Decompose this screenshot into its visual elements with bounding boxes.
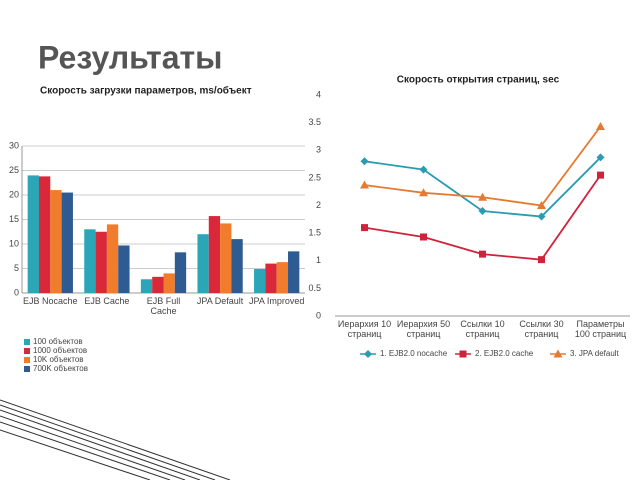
point — [360, 180, 369, 189]
point — [596, 153, 605, 162]
x-tick-label-box: JPA Default — [196, 296, 244, 306]
point — [419, 165, 428, 174]
point — [420, 233, 427, 241]
bar — [208, 216, 221, 293]
point — [537, 212, 546, 221]
bar — [276, 262, 289, 293]
point — [538, 256, 545, 264]
point — [419, 188, 428, 197]
x-tick-label-box: EJB Full Cache — [146, 296, 181, 316]
y-tick-label: 2 — [316, 200, 321, 210]
x-tick-label-box: Иерархия 10 страниц — [337, 319, 392, 339]
legend-label: 10K объектов — [33, 355, 84, 364]
point — [364, 350, 372, 358]
bar — [288, 251, 300, 293]
x-tick-label: Иерархия 10 страниц — [337, 319, 392, 339]
y-tick-label: 2.5 — [308, 172, 321, 182]
point — [459, 350, 467, 358]
bar — [152, 276, 164, 293]
x-tick-label-box: Иерархия 50 страниц — [396, 319, 451, 339]
chart-title: Скорость открытия страниц, sec — [397, 75, 560, 86]
point — [478, 192, 487, 201]
x-tick-label-box: JPA Improved — [249, 296, 305, 306]
y-tick-label: 10 — [9, 238, 19, 248]
x-tick-label: EJB Full Cache — [146, 296, 181, 316]
x-tick-label-box: EJB Cache — [84, 296, 130, 306]
bar — [38, 176, 51, 293]
bar — [220, 223, 232, 293]
bar — [174, 252, 187, 293]
y-tick-label: 25 — [9, 165, 19, 175]
legend-label: 1. EJB2.0 nocache — [380, 349, 448, 358]
bar — [106, 224, 119, 293]
y-tick-label: 0 — [316, 310, 321, 320]
x-tick-label-box: Ссылки 30 страниц — [519, 319, 564, 339]
x-tick-label: Параметры 100 страниц — [574, 319, 627, 339]
y-tick-label: 5 — [14, 263, 19, 273]
y-tick-label: 4 — [316, 89, 321, 99]
bar — [27, 175, 39, 293]
slide-title: Результаты — [38, 39, 222, 75]
x-tick-label: JPA Default — [196, 296, 244, 306]
bar — [140, 279, 153, 293]
legend-swatch — [24, 357, 30, 363]
bar — [84, 229, 96, 293]
legend-label: 2. EJB2.0 cache — [475, 349, 534, 358]
point — [360, 157, 369, 166]
legend-label: 100 объектов — [33, 337, 83, 346]
y-tick-label: 20 — [9, 189, 19, 199]
x-tick-label: Ссылки 10 страниц — [460, 319, 505, 339]
x-tick-label-box: Ссылки 10 страниц — [460, 319, 505, 339]
bar — [265, 263, 277, 293]
bar — [231, 239, 243, 293]
bar — [197, 234, 209, 293]
x-tick-label: Ссылки 30 страниц — [519, 319, 564, 339]
chart-title: Скорость загрузки параметров, ms/объект — [40, 85, 252, 97]
x-tick-label: EJB Nocache — [23, 296, 78, 306]
y-tick-label: 3.5 — [308, 117, 321, 127]
x-tick-label-box: Параметры 100 страниц — [574, 319, 627, 339]
x-tick-label-box: EJB Nocache — [23, 296, 78, 306]
point — [596, 121, 605, 130]
y-tick-label: 1 — [316, 255, 321, 265]
decor-stripes — [0, 399, 231, 480]
y-tick-label: 0.5 — [308, 283, 321, 293]
point — [597, 171, 604, 179]
line — [364, 174, 602, 261]
y-tick-label: 1.5 — [308, 228, 321, 238]
x-tick-label: Иерархия 50 страниц — [396, 319, 451, 339]
point — [537, 201, 546, 209]
bar — [95, 231, 107, 293]
bar — [163, 273, 175, 293]
point — [553, 349, 563, 358]
x-tick-label: JPA Improved — [249, 296, 305, 306]
legend-label: 3. JPA default — [570, 349, 620, 358]
bar — [61, 192, 73, 293]
bar — [118, 245, 130, 293]
x-tick-label: EJB Cache — [84, 296, 130, 306]
legend-swatch — [24, 366, 30, 372]
y-tick-label: 15 — [9, 214, 19, 224]
bar — [254, 268, 266, 293]
point — [479, 250, 486, 258]
legend-swatch — [24, 348, 30, 354]
point — [361, 224, 368, 232]
legend-label: 1000 объектов — [33, 346, 87, 355]
legend-label: 700K объектов — [33, 364, 88, 373]
bar — [50, 190, 62, 293]
legend-swatch — [24, 339, 30, 345]
point — [478, 207, 487, 216]
y-tick-label: 30 — [9, 140, 19, 150]
y-tick-label: 3 — [316, 145, 321, 155]
y-tick-label: 0 — [14, 287, 19, 297]
